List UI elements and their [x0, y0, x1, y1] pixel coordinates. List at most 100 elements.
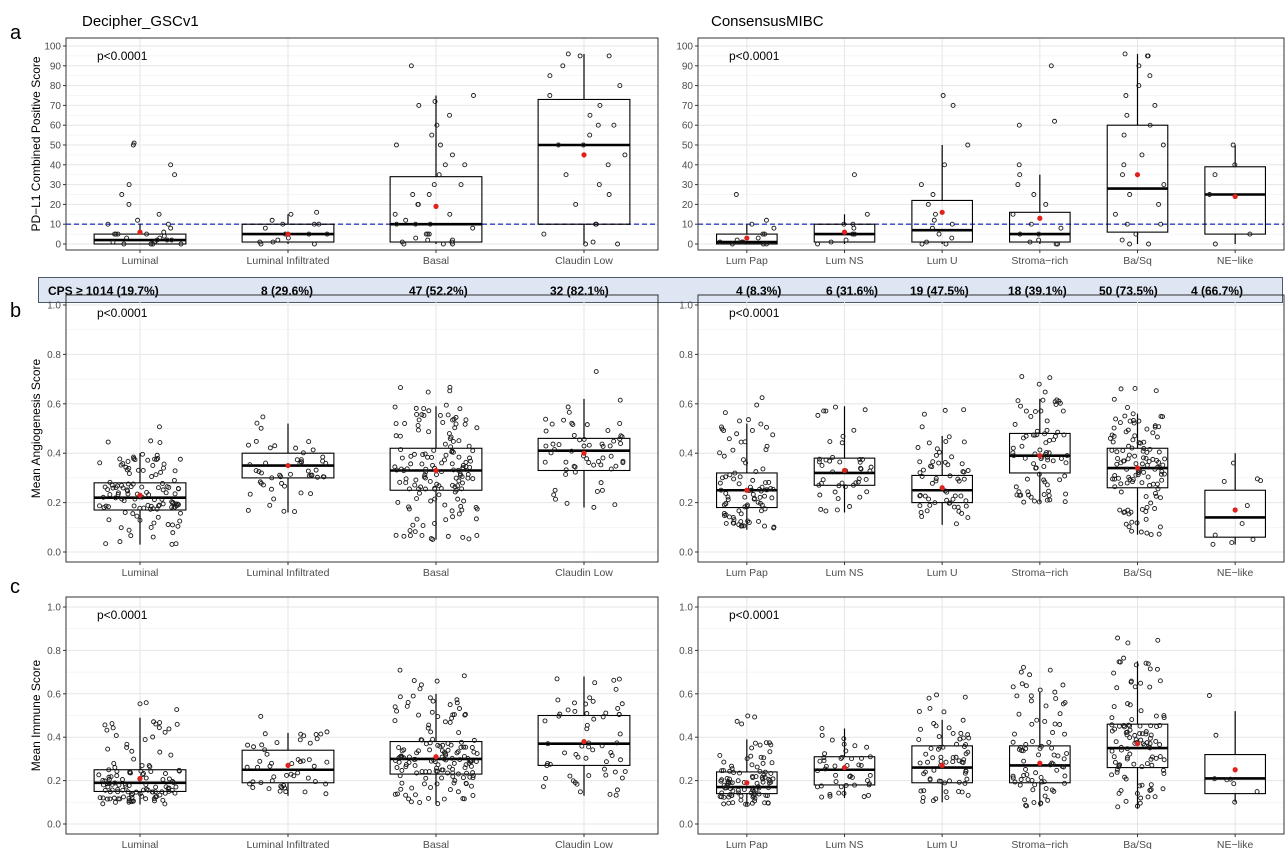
data-point — [1028, 494, 1034, 500]
data-point — [950, 759, 956, 765]
data-point — [160, 501, 166, 507]
data-point — [411, 756, 417, 762]
data-point — [864, 489, 870, 495]
data-point — [412, 763, 418, 769]
data-point — [393, 421, 399, 427]
data-point — [310, 447, 316, 453]
data-point — [176, 486, 181, 492]
data-point — [395, 499, 401, 505]
data-point — [583, 241, 589, 247]
data-point — [600, 443, 606, 449]
data-point — [137, 701, 143, 707]
data-point — [141, 787, 147, 793]
data-point — [841, 790, 847, 796]
data-point — [1152, 466, 1158, 472]
data-point — [933, 478, 939, 484]
data-point — [253, 438, 259, 444]
data-point — [420, 523, 426, 529]
data-point — [944, 489, 950, 495]
data-point — [255, 764, 260, 770]
data-point — [1131, 418, 1136, 423]
x-tick-label: Luminal — [122, 839, 159, 849]
data-point — [151, 520, 157, 526]
data-point — [169, 237, 175, 243]
data-point — [936, 460, 942, 466]
data-point — [752, 795, 758, 801]
data-point — [767, 740, 772, 746]
y-tick-label: 40 — [50, 160, 62, 171]
data-point — [749, 487, 755, 493]
data-point — [1147, 122, 1153, 128]
data-point — [766, 780, 772, 786]
data-point — [163, 490, 169, 496]
data-point — [1032, 782, 1038, 788]
data-point — [432, 520, 437, 526]
data-point — [436, 492, 442, 498]
y-tick-label: 20 — [682, 200, 694, 211]
data-point — [471, 737, 477, 743]
data-point — [752, 714, 758, 720]
data-point — [1016, 489, 1022, 495]
data-point — [961, 439, 967, 445]
data-point — [409, 799, 414, 805]
data-point — [1152, 506, 1158, 511]
data-point — [606, 53, 612, 59]
data-point — [113, 733, 119, 738]
data-point — [417, 800, 423, 805]
data-point — [438, 142, 443, 148]
data-point — [726, 514, 732, 520]
data-point — [762, 800, 768, 806]
data-point — [258, 780, 264, 786]
data-point — [423, 466, 429, 472]
data-point — [1121, 132, 1127, 138]
data-point — [406, 504, 412, 510]
x-tick-label: Claudin Low — [555, 255, 613, 267]
data-point — [1039, 779, 1045, 785]
data-point — [426, 429, 432, 435]
data-point — [1063, 460, 1069, 466]
data-point — [393, 142, 399, 148]
data-point — [835, 496, 841, 502]
data-point — [851, 225, 857, 231]
data-point — [1031, 800, 1037, 805]
mean-point — [581, 450, 587, 456]
data-point — [931, 767, 937, 773]
data-point — [461, 498, 467, 504]
data-point — [1123, 429, 1129, 435]
data-point — [269, 486, 274, 492]
data-point — [1122, 51, 1128, 57]
data-point — [1144, 449, 1150, 455]
data-point — [918, 726, 923, 732]
x-tick-label: Ba/Sq — [1123, 255, 1152, 267]
data-point — [584, 422, 590, 428]
data-point — [947, 473, 953, 479]
data-point — [105, 487, 111, 492]
data-point — [1060, 701, 1066, 707]
data-point — [598, 462, 604, 468]
data-point — [104, 727, 110, 733]
data-point — [427, 221, 433, 227]
data-point — [1136, 63, 1142, 69]
data-point — [430, 537, 436, 542]
data-point — [730, 800, 736, 806]
data-point — [847, 504, 852, 509]
data-point — [1017, 231, 1023, 237]
data-point — [1042, 431, 1047, 437]
data-point — [561, 417, 567, 423]
data-point — [1115, 456, 1120, 461]
data-point — [593, 221, 599, 227]
data-point — [756, 785, 762, 791]
data-point — [729, 241, 735, 247]
data-point — [297, 759, 303, 765]
data-point — [1138, 680, 1144, 686]
data-point — [1053, 696, 1059, 702]
data-point — [455, 467, 461, 473]
data-point — [616, 711, 622, 717]
data-point — [721, 768, 726, 773]
data-point — [620, 458, 626, 464]
data-point — [1154, 434, 1160, 440]
data-point — [104, 796, 110, 802]
data-point — [1136, 418, 1142, 424]
data-point — [102, 787, 108, 793]
